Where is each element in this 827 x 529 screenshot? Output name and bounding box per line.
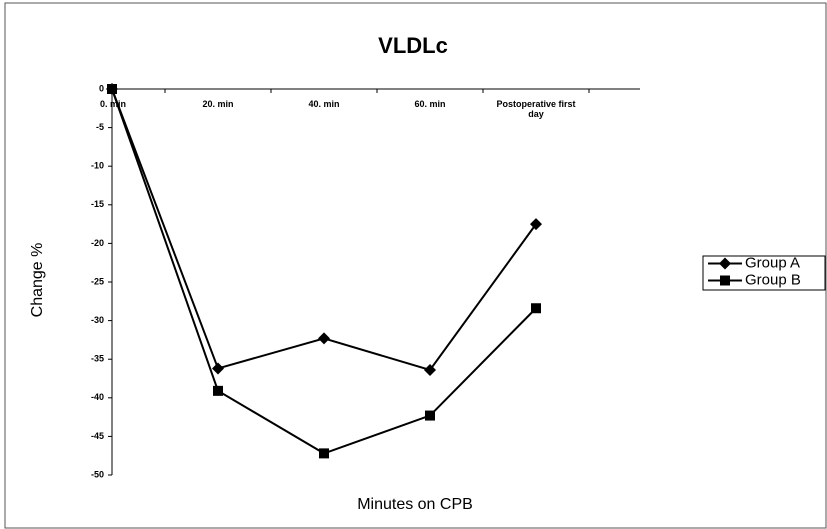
x-tick-label: 40. min [308,99,340,109]
y-tick-label: -50 [91,469,104,479]
y-tick-label: -45 [91,431,104,441]
y-tick-label: -40 [91,392,104,402]
marker [107,84,117,94]
x-tick-label-box: 60. min [414,99,446,109]
marker [425,410,435,421]
x-tick-label: 0. min [100,99,127,109]
marker [212,362,224,375]
y-tick-label: -5 [96,122,104,132]
y-tick-label: -15 [91,199,104,209]
chart-title: VLDLc [378,33,448,58]
legend-label: Group A [745,254,800,271]
y-tick-label: -25 [91,276,104,286]
x-tick-label-box: 0. min [100,99,127,109]
y-tick-label: -20 [91,238,104,248]
marker [424,364,436,377]
marker [719,257,731,270]
legend-label: Group B [745,271,801,288]
chart-frame [4,2,827,529]
y-tick-label: -30 [91,315,104,325]
marker [531,303,541,314]
marker [530,218,542,231]
y-tick-label: 0 [99,83,104,93]
y-tick-label: -35 [91,354,104,364]
x-tick-label: 20. min [202,99,234,109]
x-tick-label: Postoperative first day [496,99,576,119]
y-axis-label: Change % [29,243,46,318]
x-tick-label-box: Postoperative first day [496,99,576,119]
x-axis-label: Minutes on CPB [357,496,473,513]
marker [318,332,330,345]
x-tick-label-box: 20. min [202,99,234,109]
x-tick-label: 60. min [414,99,446,109]
x-tick-label-box: 40. min [308,99,340,109]
marker [213,385,223,396]
marker [720,275,730,286]
y-tick-label: -10 [91,161,104,171]
marker [319,448,329,459]
